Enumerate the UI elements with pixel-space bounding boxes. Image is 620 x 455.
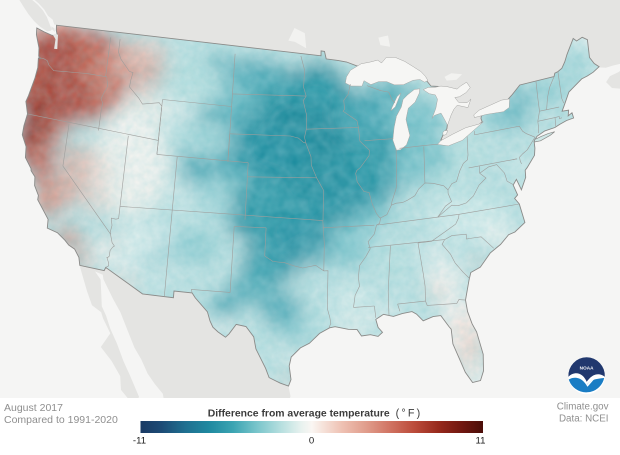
svg-text:August 2017: August 2017 <box>4 402 63 414</box>
svg-text:0: 0 <box>309 436 314 447</box>
svg-text:Climate.gov: Climate.gov <box>557 402 609 413</box>
svg-text:11: 11 <box>476 436 486 447</box>
svg-text:-11: -11 <box>133 436 146 447</box>
svg-text:Data: NCEI: Data: NCEI <box>559 414 609 425</box>
svg-text:Compared to 1991-2020: Compared to 1991-2020 <box>4 414 118 426</box>
svg-text:NOAA: NOAA <box>580 365 594 370</box>
svg-text:Difference from average temper: Difference from average temperature ( ° … <box>208 408 421 420</box>
